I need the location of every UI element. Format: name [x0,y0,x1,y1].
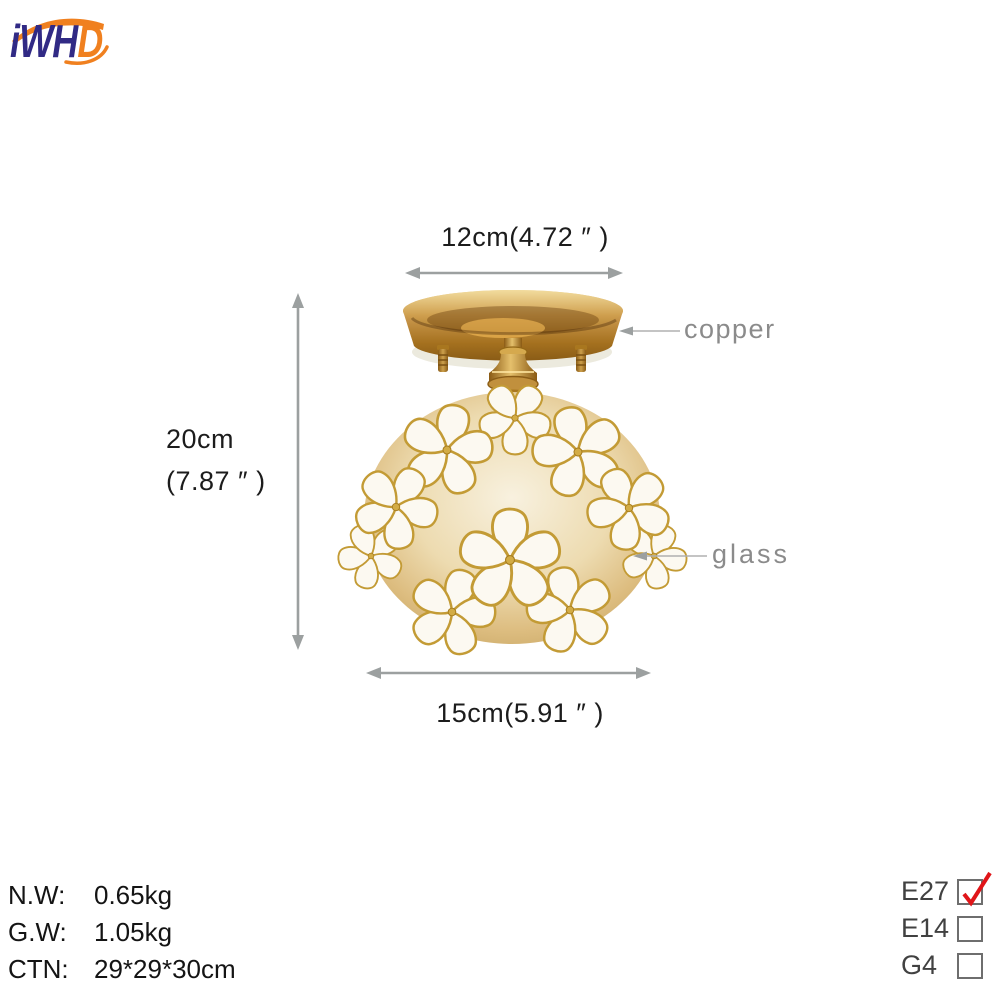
socket-options: E27 E14 G4 [901,871,992,989]
dimension-height-line1: 20cm [166,424,235,454]
width-top-arrow [405,267,623,279]
logo-text-main: iWH [10,15,78,67]
part-label-copper: copper [684,314,776,344]
dimension-height-line2: (7.87 ″ ) [166,466,266,496]
canopy-screw-right [575,345,587,372]
spec-value: 1.05kg [94,917,173,947]
product-specs: N.W: 0.65kg G.W: 1.05kg CTN: 29*29*30cm [8,880,236,991]
lamp-canopy-plate [403,290,623,369]
spec-value: 0.65kg [94,880,173,910]
socket-option-e14: E14 [901,913,983,943]
brand-logo: iWHD [6,8,156,80]
dimension-width-top: 12cm(4.72 ″ ) [441,222,609,252]
spec-row-net-weight: N.W: 0.65kg [8,880,236,910]
canopy-screw-left [437,345,449,372]
socket-label: G4 [901,950,938,980]
part-label-glass: glass [712,539,791,569]
logo-swoosh-icon [12,18,109,65]
socket-option-e27: E27 [901,871,992,906]
checkbox-e27 [957,871,992,906]
logo-text-accent: D [77,15,103,67]
checkbox-e14 [957,915,983,942]
spec-label: G.W: [8,917,67,947]
socket-option-g4: G4 [901,950,983,980]
spec-label: N.W: [8,880,66,910]
spec-value: 29*29*30cm [94,954,236,984]
dimension-width-bottom: 15cm(5.91 ″ ) [436,698,604,728]
checkbox-g4 [957,952,983,979]
glass-leader-line [633,551,707,561]
socket-label: E27 [901,876,950,906]
height-arrow [292,293,304,650]
spec-row-carton-size: CTN: 29*29*30cm [8,954,236,984]
dimension-height: 20cm (7.87 ″ ) [166,418,266,502]
spec-row-gross-weight: G.W: 1.05kg [8,917,236,947]
copper-leader-line [619,326,680,336]
socket-label: E14 [901,913,950,943]
logo-text: iWHD [10,18,103,64]
spec-label: CTN: [8,954,69,984]
lamp-glass-shade [323,366,702,668]
width-bottom-arrow [366,667,651,679]
checkmark-icon [962,871,992,906]
